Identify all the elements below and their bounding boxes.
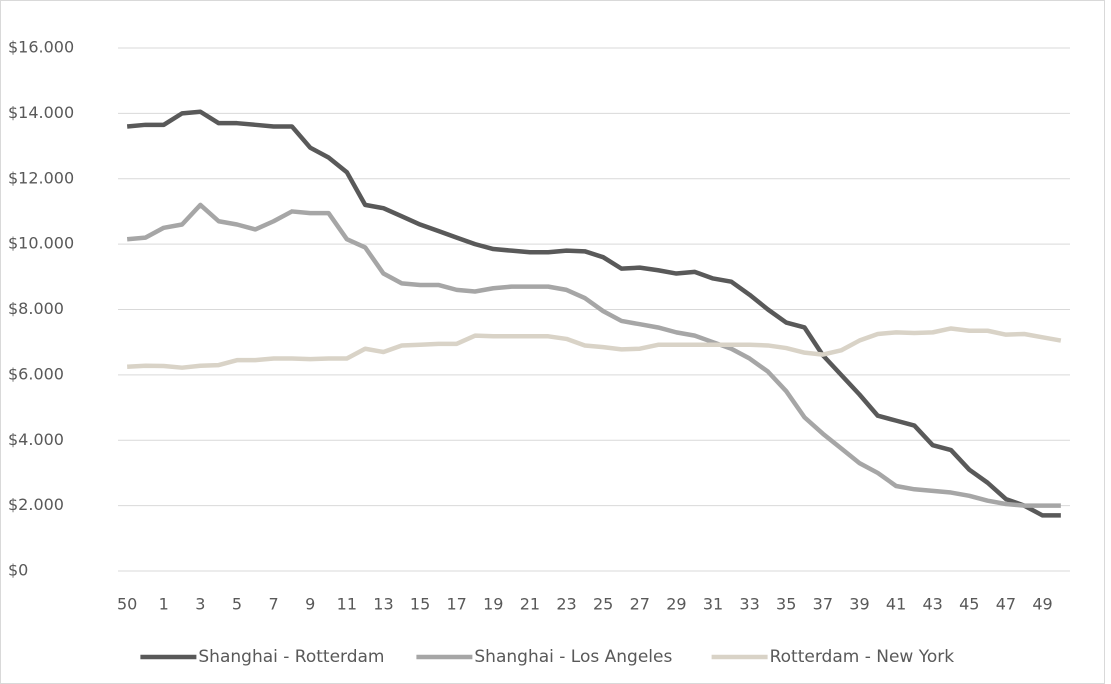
x-tick-label: 49 <box>1032 595 1052 614</box>
x-tick-label: 43 <box>923 595 943 614</box>
x-tick-label: 41 <box>886 595 906 614</box>
y-tick-label: $10.000 <box>8 234 74 253</box>
y-tick-label: $8.000 <box>8 299 64 318</box>
x-tick-label: 31 <box>703 595 723 614</box>
x-tick-label: 5 <box>232 595 242 614</box>
x-tick-label: 23 <box>556 595 576 614</box>
x-tick-label: 1 <box>159 595 169 614</box>
x-tick-label: 17 <box>447 595 467 614</box>
x-tick-label: 50 <box>117 595 137 614</box>
y-tick-label: $4.000 <box>8 430 64 449</box>
series-line <box>126 109 1061 518</box>
x-tick-label: 39 <box>849 595 869 614</box>
x-tick-label: 15 <box>410 595 430 614</box>
x-tick-label: 13 <box>373 595 393 614</box>
y-tick-label: $2.000 <box>8 495 64 514</box>
x-tick-label: 33 <box>739 595 759 614</box>
series-line <box>127 326 1062 370</box>
legend-label: Rotterdam - New York <box>770 647 955 667</box>
y-tick-label: $14.000 <box>8 103 74 122</box>
x-tick-label: 35 <box>776 595 796 614</box>
legend-label: Shanghai - Rotterdam <box>198 647 384 667</box>
x-tick-label: 37 <box>813 595 833 614</box>
y-tick-label: $16.000 <box>8 38 74 57</box>
y-tick-label: $6.000 <box>8 364 64 383</box>
x-tick-label: 7 <box>269 595 279 614</box>
x-tick-label: 11 <box>337 595 357 614</box>
y-tick-label: $12.000 <box>8 168 74 187</box>
x-tick-label: 27 <box>630 595 650 614</box>
x-tick-label: 47 <box>996 595 1016 614</box>
x-tick-label: 29 <box>666 595 686 614</box>
series-line <box>126 202 1061 508</box>
x-tick-label: 45 <box>959 595 979 614</box>
x-tick-label: 9 <box>305 595 315 614</box>
x-tick-label: 3 <box>195 595 205 614</box>
y-tick-label: $0 <box>8 561 28 580</box>
x-tick-label: 25 <box>593 595 613 614</box>
legend-label: Shanghai - Los Angeles <box>474 647 672 667</box>
x-tick-label: 19 <box>483 595 503 614</box>
x-tick-label: 21 <box>520 595 540 614</box>
